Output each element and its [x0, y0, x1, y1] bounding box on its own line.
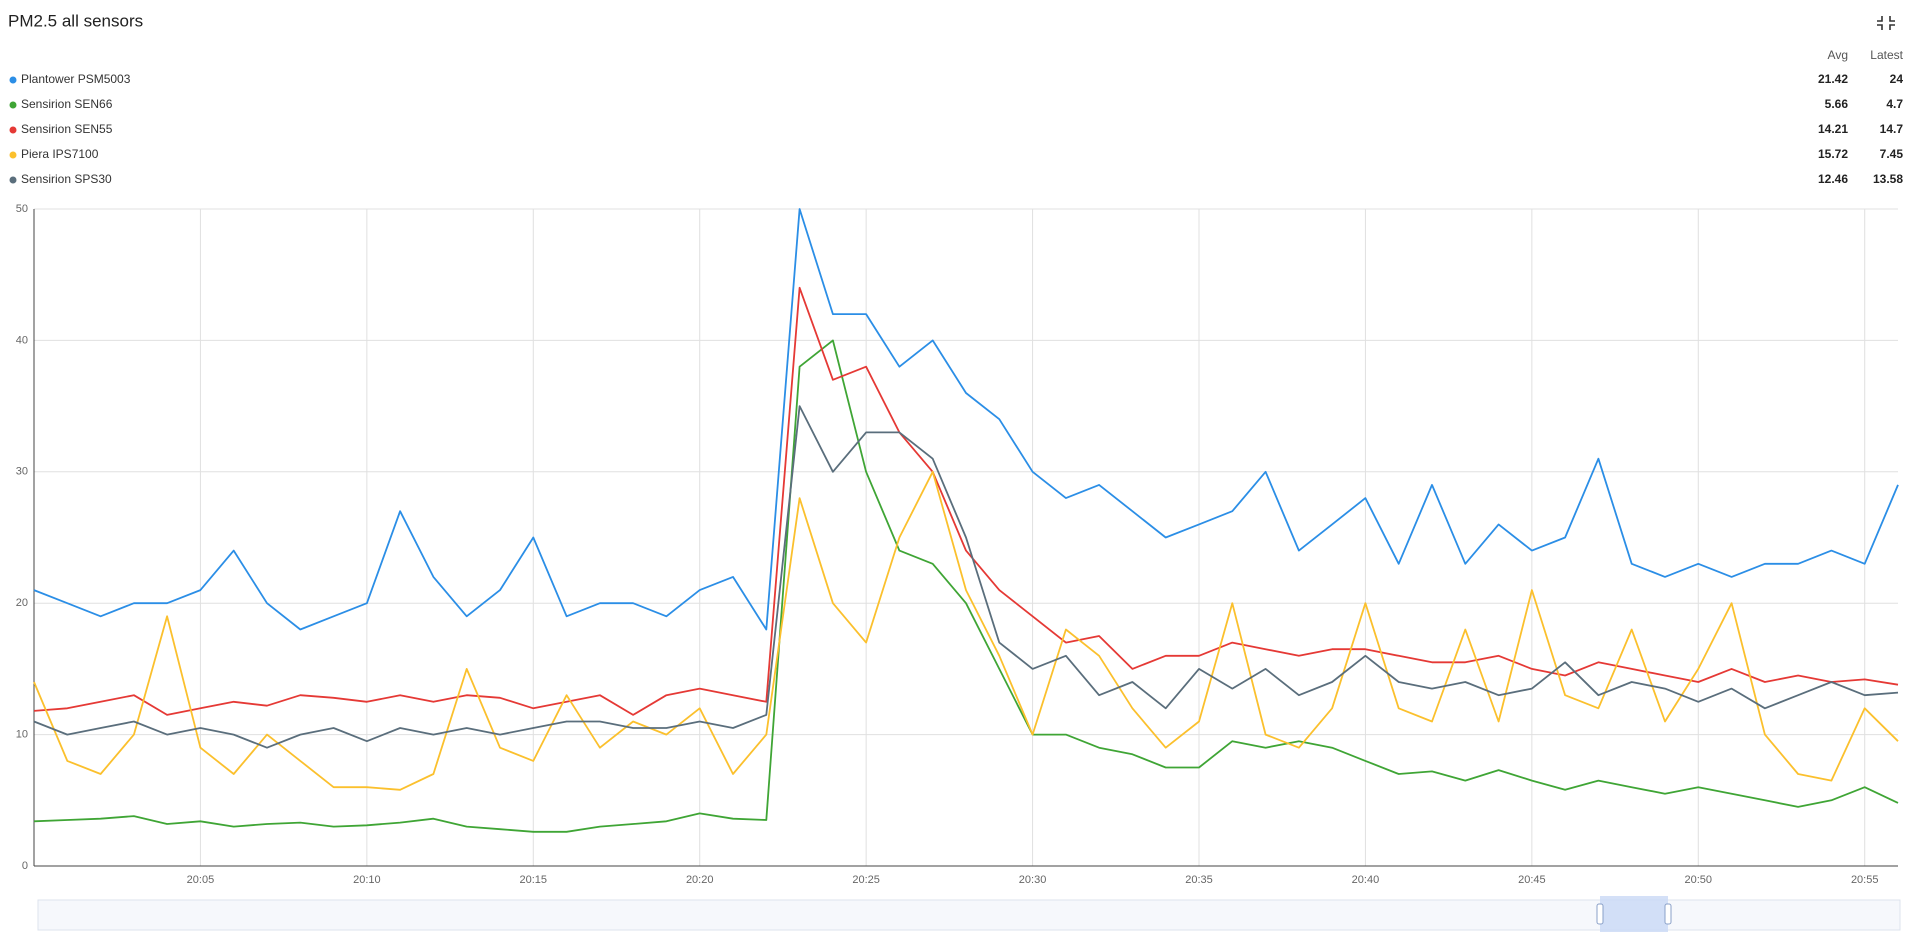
legend-label: Piera IPS7100: [21, 147, 99, 161]
x-tick-label: 20:45: [1518, 874, 1546, 886]
y-tick-label: 40: [16, 334, 28, 346]
y-tick-label: 10: [16, 729, 28, 741]
y-tick-label: 0: [22, 860, 28, 872]
latest-header: Latest: [1870, 48, 1903, 62]
legend-label: Sensirion SEN66: [21, 97, 113, 111]
chart-title: PM2.5 all sensors: [8, 11, 143, 30]
exit-fullscreen-icon[interactable]: [1877, 16, 1895, 30]
series-line: [33, 286, 1899, 716]
legend-avg: 15.72: [1818, 147, 1848, 161]
x-tick-label: 20:30: [1019, 874, 1047, 886]
x-tick-label: 20:35: [1185, 874, 1213, 886]
legend-latest: 13.58: [1873, 172, 1903, 186]
x-tick-label: 20:40: [1352, 874, 1380, 886]
x-tick-label: 20:05: [187, 874, 215, 886]
legend-avg: 14.21: [1818, 122, 1848, 136]
x-tick-label: 20:50: [1685, 874, 1713, 886]
legend-avg: 5.66: [1825, 97, 1849, 111]
navigator[interactable]: [37, 896, 1901, 932]
series-line: [33, 405, 1899, 749]
y-tick-label: 50: [16, 203, 28, 215]
x-tick-label: 20:55: [1851, 874, 1879, 886]
x-tick-label: 20:25: [852, 874, 880, 886]
series-line: [33, 208, 1899, 631]
legend-swatch: [9, 126, 17, 134]
y-tick-label: 30: [16, 466, 28, 478]
legend-latest: 4.7: [1886, 97, 1903, 111]
legend-swatch: [9, 151, 17, 159]
legend-swatch: [9, 101, 17, 109]
legend-label: Sensirion SPS30: [21, 172, 112, 186]
legend-avg: 21.42: [1818, 72, 1848, 86]
legend-swatch: [9, 176, 17, 184]
series-line: [33, 339, 1899, 833]
x-tick-label: 20:15: [520, 874, 548, 886]
legend-avg: 12.46: [1818, 172, 1848, 186]
legend-latest: 7.45: [1880, 147, 1904, 161]
legend-label: Plantower PSM5003: [21, 72, 131, 86]
series-line: [33, 470, 1899, 791]
legend-swatch: [9, 76, 17, 84]
legend-label: Sensirion SEN55: [21, 122, 113, 136]
legend-latest: 24: [1890, 72, 1904, 86]
x-tick-label: 20:10: [353, 874, 381, 886]
y-tick-label: 20: [16, 597, 28, 609]
legend-latest: 14.7: [1880, 122, 1904, 136]
x-tick-label: 20:20: [686, 874, 714, 886]
avg-header: Avg: [1828, 48, 1848, 62]
